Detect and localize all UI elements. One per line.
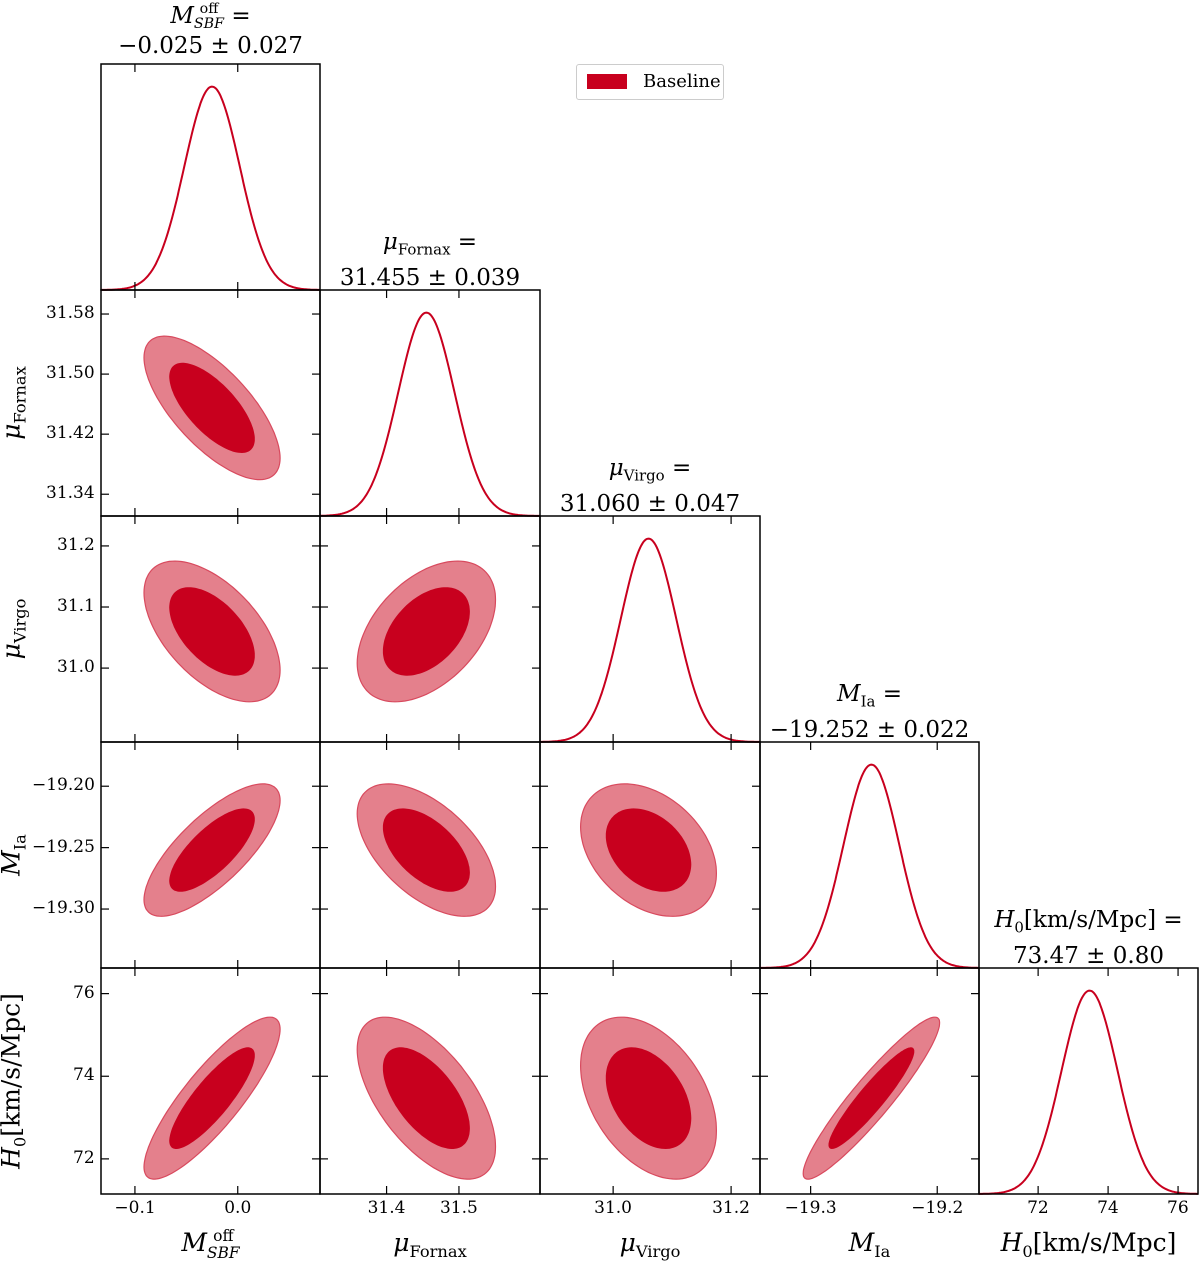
y-tick-label: 74 (73, 1065, 95, 1086)
x-tick-label: 76 (1167, 1198, 1189, 1218)
y-axis-label-fornax: μFornax (0, 366, 34, 440)
legend: Baseline (576, 64, 724, 100)
contour-68-ia-vs-sbf (169, 808, 255, 892)
label-sub: Fornax (409, 1242, 467, 1261)
posterior-1d-0 (979, 989, 1198, 1195)
x-tick-label: 31.2 (712, 1198, 750, 1218)
contour-68-ia-vs-fornax (382, 808, 470, 892)
contour-68-ia-vs-virgo (605, 808, 692, 892)
title-value: −19.252 ± 0.022 (769, 716, 970, 743)
label-unit: [km/s/Mpc] (1023, 907, 1157, 933)
title-fornax: μFornax = 31.455 ± 0.039 (280, 228, 580, 292)
y-tick-label: −19.25 (32, 836, 95, 857)
label-sub: Ia (874, 1242, 891, 1261)
y-axis-label-ia: MIa (0, 834, 34, 876)
contour-68-0-vs-virgo (605, 1047, 692, 1150)
label-sup: off (213, 1227, 234, 1246)
label-sup: off (199, 1, 219, 18)
panel-frame-4-4 (978, 967, 1199, 1195)
contour-68-virgo-vs-fornax (382, 587, 470, 676)
x-axis-label-fornax: μFornax (393, 1228, 467, 1261)
x-tick-label: 72 (1027, 1198, 1049, 1218)
y-tick-label: 31.50 (46, 363, 95, 384)
y-tick-label: 31.34 (46, 483, 95, 504)
title-ia: MIa = −19.252 ± 0.022 (720, 680, 1020, 744)
label-unit: [km/s/Mpc] (0, 993, 26, 1137)
y-axis-label-virgo: μVirgo (0, 599, 34, 660)
x-tick-label: 74 (1097, 1198, 1119, 1218)
label-sub: Fornax (397, 240, 451, 259)
x-tick-label: −19.2 (911, 1198, 964, 1218)
label-sub: Ia (860, 692, 876, 711)
label-sub: 0 (1022, 1242, 1033, 1261)
y-tick-label: 31.0 (57, 657, 95, 678)
y-axis-label-0: H0[km/s/Mpc] (0, 993, 34, 1169)
x-tick-label: 31.4 (367, 1198, 406, 1218)
y-tick-label: 31.58 (46, 303, 95, 324)
label-sub: Fornax (10, 366, 30, 424)
title-value: 31.455 ± 0.039 (339, 264, 521, 291)
contour-68-virgo-vs-sbf (169, 587, 255, 676)
y-tick-label: 31.2 (57, 534, 95, 555)
x-tick-label: 0.0 (224, 1198, 252, 1218)
title-value: −0.025 ± 0.027 (118, 32, 303, 59)
label-sub: Virgo (623, 466, 665, 485)
contour-68-0-vs-fornax (382, 1047, 470, 1149)
posterior-1d-ia (760, 763, 979, 969)
x-axis-label-0: H0[km/s/Mpc] (1000, 1228, 1177, 1261)
label-sub: 0 (1014, 918, 1024, 937)
title-0: H0[km/s/Mpc] = 73.47 ± 0.80 (939, 906, 1200, 970)
title-virgo: μVirgo = 31.060 ± 0.047 (500, 454, 800, 518)
label-sub: Ia (10, 834, 30, 851)
y-tick-label: 31.1 (57, 596, 95, 616)
x-axis-label-virgo: μVirgo (619, 1228, 681, 1261)
x-axis-label-ia: MIa (848, 1228, 891, 1261)
y-tick-label: 76 (73, 982, 95, 1003)
label-sub: 0 (10, 1136, 30, 1148)
posterior-1d-sbf (101, 85, 320, 291)
x-tick-label: 31.0 (594, 1198, 632, 1218)
posterior-1d-virgo (540, 537, 760, 743)
x-tick-label: 31.5 (439, 1198, 478, 1218)
contour-68-fornax-vs-sbf (169, 362, 255, 454)
title-value: 73.47 ± 0.80 (1013, 942, 1164, 969)
legend-swatch-baseline (587, 74, 627, 89)
y-tick-label: −19.30 (32, 898, 95, 919)
contour-68-0-vs-ia (828, 1047, 915, 1150)
title-value: 31.060 ± 0.047 (559, 490, 741, 517)
label-sub: Virgo (10, 598, 30, 644)
label-sub: SBF (206, 1243, 240, 1262)
legend-label-baseline: Baseline (643, 71, 721, 92)
label-unit: [km/s/Mpc] (1032, 1228, 1177, 1257)
label-sub: Virgo (635, 1242, 681, 1261)
x-tick-label: −19.3 (784, 1198, 837, 1218)
x-tick-label: −0.1 (114, 1198, 156, 1218)
posterior-1d-fornax (320, 311, 540, 517)
y-tick-label: 31.42 (46, 423, 95, 444)
y-tick-label: 72 (73, 1147, 95, 1168)
label-sub: SBF (193, 16, 225, 32)
contour-68-0-vs-sbf (169, 1047, 255, 1149)
y-tick-label: −19.20 (32, 775, 95, 796)
